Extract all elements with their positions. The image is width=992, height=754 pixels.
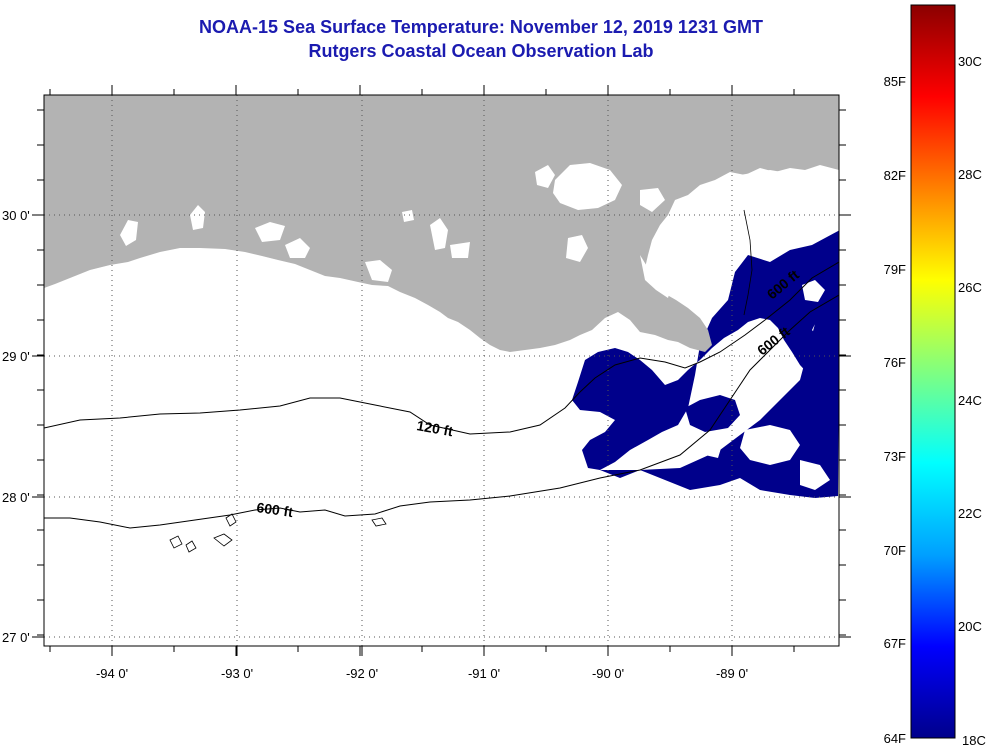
celsius-label: 18C [962,733,986,748]
celsius-label: 22C [958,506,982,521]
lat-lon-grid [44,95,839,646]
fahrenheit-label: 82F [884,168,906,183]
lat-label: 29 0' [2,349,30,364]
fahrenheit-label: 79F [884,262,906,277]
contour-label-120ft: 120 ft [415,417,454,439]
lon-label: -94 0' [96,666,128,681]
map-frame [43,94,840,647]
lat-label: 27 0' [2,630,30,645]
fahrenheit-label: 73F [884,449,906,464]
colorbar-scale [910,4,956,739]
fahrenheit-label: 70F [884,543,906,558]
lon-label: -93 0' [221,666,253,681]
contour-600ft-east [743,209,753,316]
axis-ticks [32,85,851,656]
fahrenheit-label: 76F [884,355,906,370]
lat-label: 28 0' [2,490,30,505]
lon-label: -90 0' [592,666,624,681]
celsius-label: 24C [958,393,982,408]
contour-120ft [44,261,839,435]
contour-label-600ft: 600 ft [256,499,295,520]
cloud-over-land [720,170,839,250]
celsius-label: 28C [958,167,982,182]
contour-600ft [44,294,839,529]
lon-label: -89 0' [716,666,748,681]
celsius-label: 20C [958,619,982,634]
cloud-patch [705,280,830,490]
contour-600ft-west [169,513,387,553]
fahrenheit-label: 64F [884,731,906,746]
lon-label: -92 0' [346,666,378,681]
lon-label: -91 0' [468,666,500,681]
fahrenheit-label: 67F [884,636,906,651]
celsius-label: 26C [958,280,982,295]
lake [120,163,704,298]
celsius-label: 30C [958,54,982,69]
lat-label: 30 0' [2,208,30,223]
map-subtitle: Rutgers Coastal Ocean Observation Lab [308,41,654,61]
map-title: NOAA-15 Sea Surface Temperature: Novembe… [199,17,763,37]
fahrenheit-label: 85F [884,74,906,89]
